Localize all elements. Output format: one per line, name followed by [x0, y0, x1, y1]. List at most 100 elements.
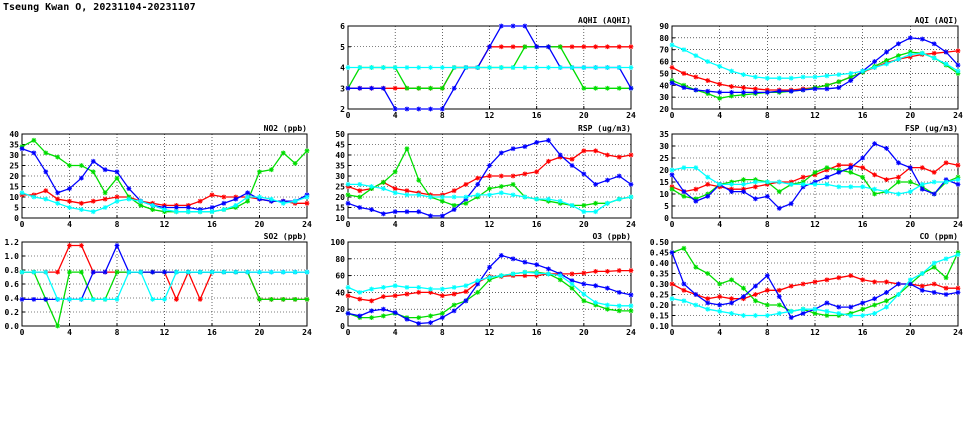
data-point: [90, 198, 96, 204]
data-point: [487, 186, 492, 191]
data-point: [392, 293, 398, 299]
data-point: [872, 59, 877, 64]
data-point: [729, 311, 734, 316]
x-tick-label: 20: [255, 328, 265, 337]
data-point: [896, 160, 901, 166]
data-point: [788, 182, 794, 187]
data-point: [705, 296, 711, 302]
data-point: [221, 194, 227, 200]
data-point: [616, 196, 622, 202]
data-point: [884, 298, 889, 304]
data-point: [669, 281, 675, 287]
series-3: [669, 42, 961, 81]
data-point: [884, 146, 889, 151]
data-point: [404, 106, 410, 112]
data-point: [616, 308, 622, 314]
data-point: [357, 290, 363, 295]
data-point: [669, 65, 675, 70]
data-point: [593, 44, 599, 50]
data-point: [919, 165, 925, 170]
x-tick-label: 4: [67, 328, 72, 337]
data-point: [717, 281, 723, 287]
series-2: [669, 35, 961, 95]
data-point: [126, 186, 132, 191]
data-point: [498, 23, 504, 29]
y-tick-label: 0: [340, 322, 345, 331]
x-tick-label: 16: [858, 111, 868, 120]
data-point: [439, 213, 445, 219]
data-point: [78, 200, 84, 206]
data-point: [729, 93, 734, 99]
data-point: [681, 194, 687, 199]
data-point: [173, 205, 179, 210]
x-tick-label: 8: [115, 220, 120, 229]
data-point: [896, 41, 901, 47]
data-point: [78, 269, 84, 275]
data-point: [741, 294, 746, 299]
data-point: [392, 190, 398, 196]
series-2: [345, 253, 634, 326]
data-point: [67, 297, 72, 302]
data-point: [729, 189, 734, 194]
data-point: [593, 148, 599, 154]
y-tick-label: 0.45: [650, 249, 669, 258]
data-point: [55, 190, 61, 196]
data-point: [380, 186, 386, 191]
data-point: [693, 302, 699, 308]
y-tick-label: 45: [335, 141, 345, 150]
data-point: [114, 169, 120, 175]
x-tick-label: 8: [440, 111, 445, 120]
data-point: [931, 50, 937, 56]
y-tick-label: 0.8: [5, 266, 20, 275]
data-point: [896, 53, 901, 59]
data-point: [428, 313, 433, 319]
data-point: [357, 85, 363, 91]
y-tick-label: 30: [9, 151, 19, 160]
data-point: [824, 277, 830, 283]
data-point: [581, 298, 587, 304]
data-point: [43, 169, 49, 175]
x-tick-label: 24: [953, 220, 963, 229]
chart-aqhi: 0 4 8 12 16 20 24 2 3 4 5 6 AQHI (AQHI): [340, 16, 636, 120]
x-tick-label: 8: [765, 111, 770, 120]
data-point: [776, 75, 782, 81]
data-point: [522, 171, 528, 177]
data-point: [416, 290, 422, 295]
data-point: [304, 194, 310, 200]
data-point: [126, 196, 132, 202]
data-point: [872, 186, 877, 192]
data-point: [896, 281, 901, 287]
data-point: [31, 137, 37, 143]
data-point: [487, 65, 492, 70]
y-tick-label: 15: [659, 178, 669, 187]
data-point: [404, 188, 410, 194]
series-3: [19, 269, 310, 302]
data-point: [907, 189, 913, 194]
data-point: [498, 253, 504, 258]
data-point: [628, 292, 634, 298]
data-point: [209, 192, 215, 198]
data-point: [860, 165, 866, 170]
data-point: [836, 304, 842, 310]
data-point: [741, 182, 746, 187]
data-point: [860, 155, 866, 161]
data-point: [907, 277, 913, 283]
data-point: [221, 207, 227, 212]
data-point: [776, 179, 782, 185]
chart-title: AQHI (AQHI): [578, 16, 631, 25]
data-point: [150, 269, 156, 275]
chart-title: RSP (ug/m3): [578, 124, 631, 133]
data-point: [581, 171, 587, 177]
data-point: [369, 65, 374, 70]
data-point: [907, 281, 913, 287]
data-point: [681, 165, 687, 170]
data-point: [19, 146, 25, 152]
y-tick-label: 40: [9, 130, 19, 139]
y-tick-label: 5: [340, 43, 345, 52]
data-point: [919, 186, 925, 192]
data-point: [138, 203, 144, 208]
data-point: [439, 293, 445, 299]
data-point: [788, 308, 794, 314]
data-point: [764, 273, 770, 278]
data-point: [522, 259, 528, 265]
